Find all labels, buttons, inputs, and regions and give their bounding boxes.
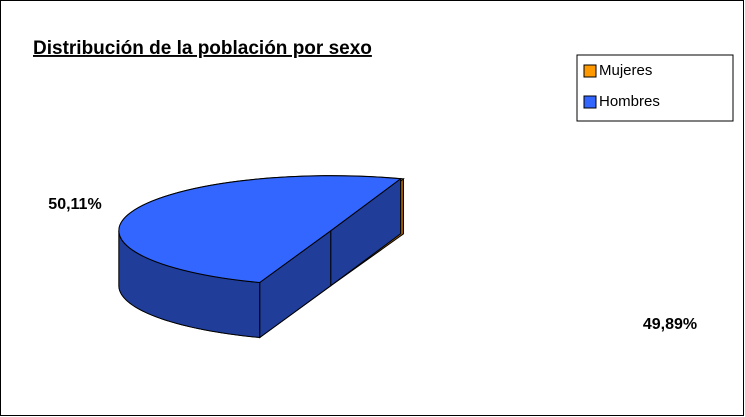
legend-box	[576, 54, 734, 122]
legend-swatch	[583, 64, 597, 78]
legend-label: Mujeres	[599, 62, 652, 79]
slice-top	[118, 175, 402, 284]
chart-title: Distribución de la población por sexo	[33, 38, 372, 59]
data-label: 49,89%	[643, 316, 697, 333]
data-label: 50,11%	[48, 196, 101, 213]
legend-label: Hombres	[599, 93, 660, 110]
legend-swatch	[583, 95, 597, 109]
slice	[118, 175, 402, 339]
